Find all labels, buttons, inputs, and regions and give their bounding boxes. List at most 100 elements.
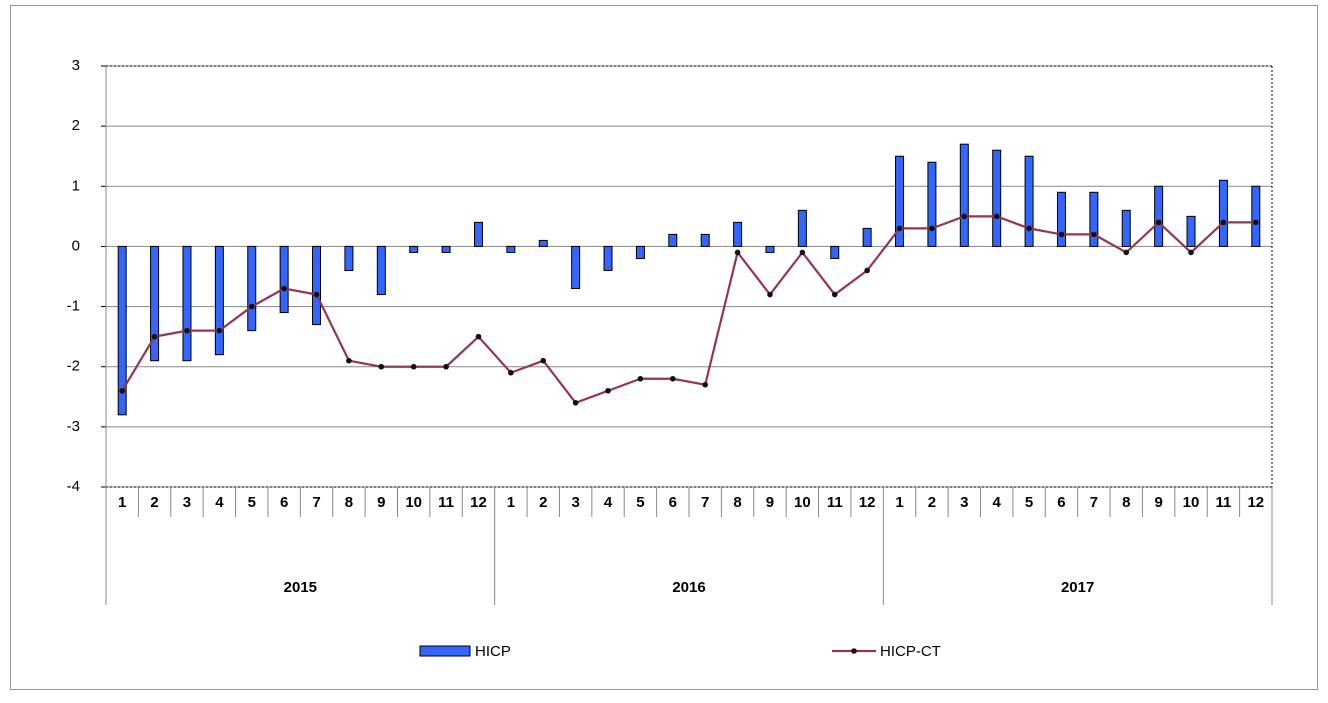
bar [214, 245, 224, 356]
x-tick-label: 3 [183, 494, 191, 511]
bar [765, 245, 775, 253]
legend-label: HICP [475, 643, 511, 660]
marker [346, 357, 352, 364]
y-tick-label: -1 [67, 298, 80, 315]
x-tick-label: 9 [766, 494, 774, 511]
marker [475, 333, 482, 340]
bar [344, 245, 354, 271]
bar [571, 245, 581, 290]
bar [1251, 185, 1261, 247]
bar [603, 245, 613, 271]
x-tick-label: 4 [604, 494, 613, 511]
x-group-label: 2015 [284, 579, 317, 596]
marker [184, 327, 190, 334]
bar [312, 245, 322, 326]
bar [700, 233, 710, 247]
bar [668, 233, 678, 247]
y-tick-label: -4 [67, 478, 80, 495]
y-tick-label: 2 [72, 117, 80, 134]
x-tick-label: 4 [993, 494, 1002, 511]
x-tick-label: 12 [470, 494, 487, 511]
x-tick-label: 7 [312, 494, 320, 511]
bar [992, 149, 1002, 247]
bar [473, 221, 483, 247]
x-tick-label: 9 [1154, 494, 1162, 511]
x-tick-label: 3 [960, 494, 968, 511]
x-tick-label: 1 [118, 494, 126, 511]
x-group-label: 2016 [672, 579, 705, 596]
grid [106, 65, 1272, 488]
marker [929, 225, 935, 232]
bar [279, 245, 289, 314]
bar [1024, 155, 1034, 247]
marker [540, 357, 547, 364]
marker [637, 375, 644, 382]
x-tick-label: 2 [928, 494, 936, 511]
marker [799, 249, 806, 256]
y-tick-label: 0 [72, 237, 80, 254]
bar [182, 245, 192, 362]
bar [376, 245, 386, 296]
marker [864, 267, 870, 274]
bar [797, 209, 807, 247]
y-tick-label: -3 [67, 418, 80, 435]
bar [1056, 191, 1066, 247]
bar [733, 221, 743, 247]
marker [410, 363, 417, 370]
x-tick-label: 8 [345, 494, 353, 511]
bar [1121, 209, 1131, 247]
x-tick-label: 8 [733, 494, 741, 511]
legend-label: HICP-CT [880, 643, 941, 660]
marker [831, 291, 838, 298]
marker [702, 381, 708, 388]
marker [151, 333, 158, 340]
marker [670, 375, 676, 382]
marker [961, 213, 968, 220]
y-tick-label: 1 [72, 177, 80, 194]
x-tick-label: 11 [827, 494, 843, 511]
x-tick-label: 1 [895, 494, 903, 511]
marker [508, 369, 514, 376]
x-tick-label: 6 [669, 494, 677, 511]
x-tick-label: 10 [794, 494, 811, 511]
legend-swatch [419, 645, 471, 657]
marker [378, 363, 385, 370]
marks [117, 143, 1261, 416]
x-tick-label: 8 [1122, 494, 1130, 511]
marker [1155, 219, 1162, 226]
bar [409, 245, 419, 253]
marker [767, 291, 773, 298]
marker [1026, 225, 1032, 232]
bar [927, 161, 937, 247]
x-tick-label: 10 [1183, 494, 1200, 511]
x-tick-label: 6 [1057, 494, 1065, 511]
x-group-label: 2017 [1061, 579, 1094, 596]
marker [1123, 249, 1130, 256]
marker [281, 285, 287, 292]
bar [635, 245, 645, 259]
x-tick-label: 11 [438, 494, 454, 511]
marker [572, 400, 579, 406]
x-tick-label: 5 [248, 494, 256, 511]
y-tick-label: -2 [67, 358, 80, 375]
marker [216, 327, 223, 334]
x-tick-label: 2 [539, 494, 547, 511]
x-tick-label: 9 [377, 494, 385, 511]
marker [993, 213, 1000, 220]
x-tick-label: 6 [280, 494, 288, 511]
marker [896, 225, 903, 232]
x-tick-label: 2 [150, 494, 158, 511]
x-tick-label: 12 [859, 494, 876, 511]
marker [313, 291, 320, 298]
marker [119, 387, 125, 394]
x-tick-label: 1 [507, 494, 515, 511]
x-tick-label: 10 [405, 494, 422, 511]
chart-frame [10, 5, 1318, 690]
marker [248, 303, 255, 310]
x-tick-label: 7 [1090, 494, 1098, 511]
marker [734, 249, 741, 256]
bar [538, 239, 548, 247]
